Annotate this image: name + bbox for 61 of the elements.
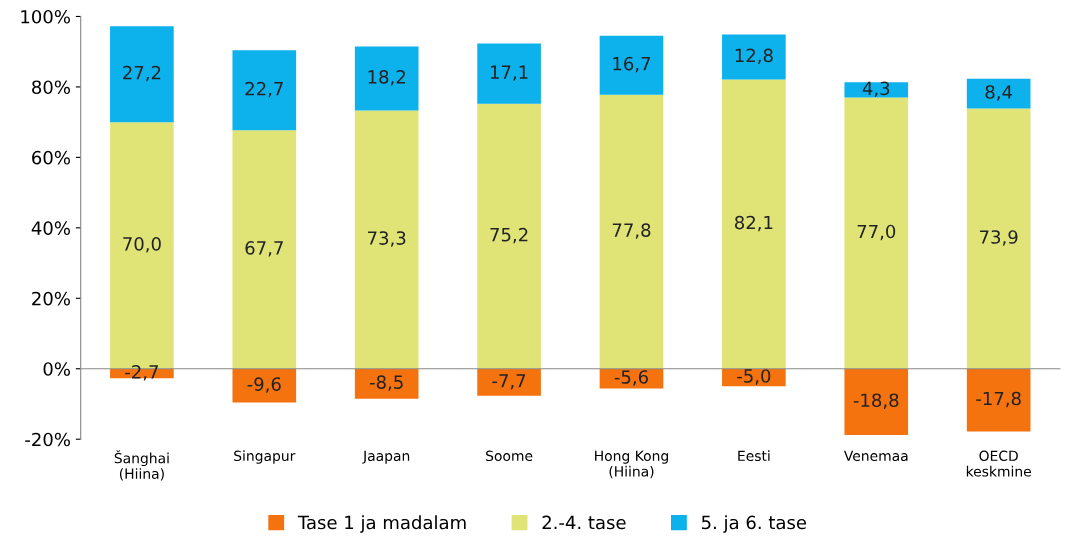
- bar: [110, 26, 174, 123]
- bar: [232, 368, 297, 403]
- bar: [966, 368, 1031, 432]
- data-label: 75,2: [490, 227, 528, 244]
- y-tick-label: 20%: [32, 291, 70, 306]
- data-label: -5,0: [737, 369, 771, 385]
- x-tick-label: OECD keskmine: [966, 450, 1031, 477]
- bar: [354, 110, 419, 369]
- x-tick-label: Eesti: [738, 450, 770, 462]
- bar: [599, 94, 664, 369]
- x-tick-label: Venemaa: [843, 450, 908, 462]
- data-label: 70,0: [123, 237, 161, 253]
- bar: [477, 103, 541, 369]
- data-label: 17,1: [490, 65, 528, 81]
- bar: [722, 79, 786, 369]
- x-tick-label: Singapur: [234, 450, 296, 464]
- x-tick-label: Hong Kong (Hiina): [595, 450, 668, 479]
- y-tick-label: 80%: [32, 80, 70, 95]
- bar: [477, 368, 541, 396]
- bar: [232, 130, 297, 369]
- data-label: 16,7: [613, 56, 651, 73]
- data-label: 67,7: [245, 241, 283, 257]
- data-label: -8,5: [369, 375, 403, 391]
- data-label: -9,6: [247, 377, 281, 393]
- data-label: -2,7: [125, 365, 158, 381]
- bar: [599, 35, 664, 95]
- data-label: 8,4: [985, 85, 1013, 101]
- data-label: 27,2: [123, 65, 161, 82]
- data-label: 18,2: [368, 70, 405, 86]
- bar: [232, 50, 297, 131]
- data-label: 77,0: [857, 224, 896, 241]
- bar: [354, 46, 419, 111]
- data-label: 4,3: [862, 81, 890, 97]
- y-tick-label: 0%: [43, 362, 70, 376]
- x-tick-label: Jaapan: [362, 450, 410, 464]
- data-label: -18,8: [853, 393, 899, 409]
- legend-label: 2.-4. tase: [542, 515, 626, 530]
- bar: [477, 43, 541, 104]
- data-label: 12,8: [735, 48, 773, 65]
- bar: [844, 97, 909, 369]
- x-tick-label: Soome: [486, 450, 533, 462]
- legend-label: Tase 1 ja madalam: [297, 515, 466, 533]
- data-label: 73,9: [980, 230, 1018, 246]
- y-tick-label: 100%: [21, 9, 70, 24]
- bar: [844, 368, 909, 435]
- data-label: -5,6: [614, 370, 648, 386]
- bar: [966, 78, 1031, 109]
- bar: [354, 368, 419, 399]
- y-tick-label: 60%: [32, 150, 70, 165]
- data-label: 77,8: [612, 223, 651, 239]
- y-tick-label: -20%: [25, 432, 70, 447]
- data-label: -17,8: [976, 391, 1021, 408]
- data-label: 82,1: [735, 215, 773, 232]
- bar: [966, 108, 1031, 369]
- data-label: 73,3: [368, 231, 406, 247]
- data-label: -7,7: [492, 374, 526, 390]
- y-tick-label: 40%: [31, 221, 70, 235]
- data-label: 22,7: [245, 81, 283, 98]
- legend-label: 5. ja 6. tase: [701, 515, 807, 533]
- bar: [722, 34, 786, 80]
- x-tick-label: Šanghai (Hiina): [114, 450, 169, 481]
